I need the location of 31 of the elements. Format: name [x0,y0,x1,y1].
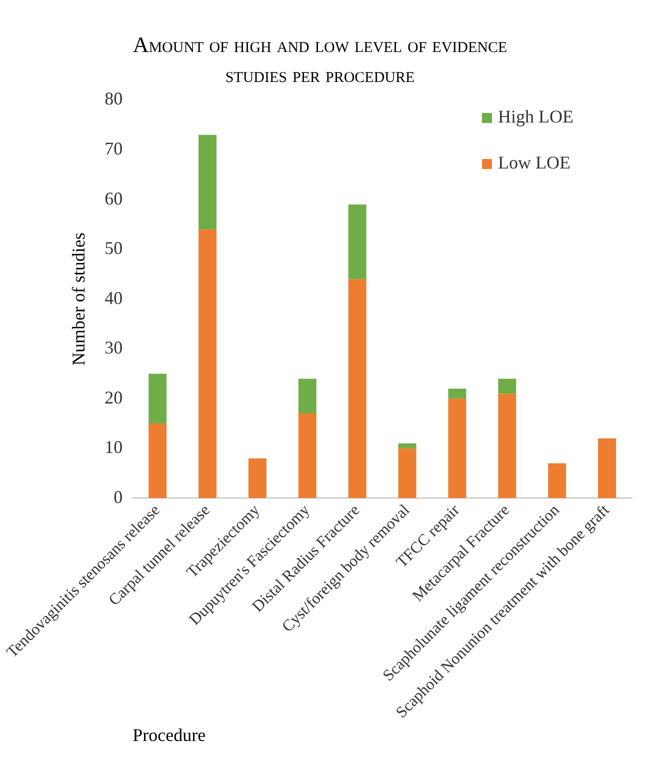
bar [448,398,466,498]
legend-label: Low LOE [498,152,570,173]
bar [348,204,366,280]
y-tick-label: 80 [104,88,123,109]
bar [298,414,316,498]
bar [598,438,616,498]
y-axis-title: Number of studies [68,232,89,366]
bar [398,448,416,498]
bar [498,394,516,498]
bar [148,423,167,498]
y-tick-label: 0 [114,486,123,507]
y-tick-label: 60 [104,188,123,208]
bar [298,378,316,414]
bar [448,388,466,399]
y-tick-label: 30 [104,338,123,358]
bar [348,279,366,498]
y-tick-label: 70 [104,138,123,158]
y-tick-label: 50 [104,238,123,258]
bar [198,134,216,230]
y-tick-label: 10 [104,437,123,458]
bar [198,229,216,498]
x-axis-title: Procedure [132,724,206,745]
y-tick-label: 40 [104,288,123,308]
chart-title: Amount of high and low level of evidence studies per procedure [132,31,508,89]
y-tick-label: 20 [104,387,123,408]
bar [548,463,566,498]
bar [498,378,516,394]
bar [248,458,266,498]
legend-label: High LOE [498,106,574,127]
bar [148,374,167,424]
bar [398,443,416,448]
